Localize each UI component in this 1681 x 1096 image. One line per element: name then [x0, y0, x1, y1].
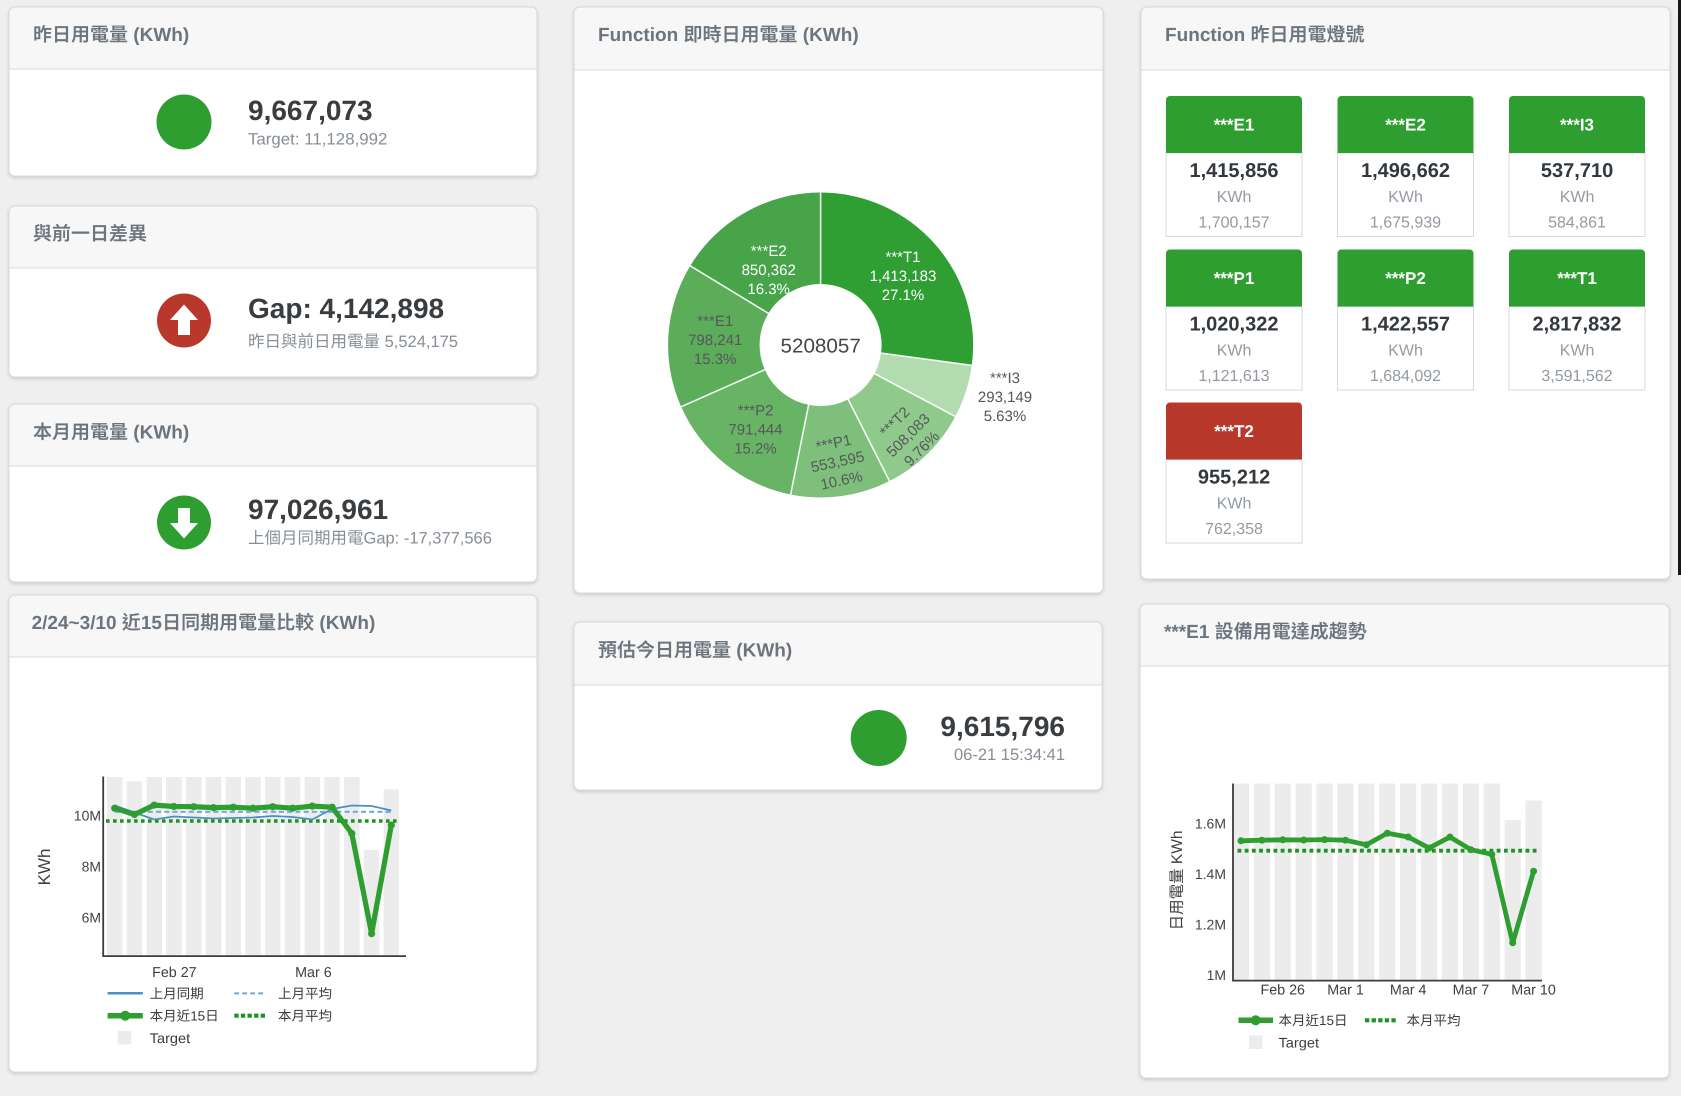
- svg-text:***I3: ***I3: [990, 370, 1020, 387]
- svg-text:791,444: 791,444: [728, 421, 782, 438]
- svg-text:Target: Target: [1279, 1034, 1320, 1050]
- svg-text:KWh: KWh: [1217, 189, 1252, 206]
- svg-text:KWh: KWh: [1217, 496, 1252, 513]
- svg-text:1.6M: 1.6M: [1195, 816, 1226, 832]
- svg-text:1,422,557: 1,422,557: [1361, 314, 1450, 336]
- svg-text:***T1: ***T1: [886, 249, 921, 266]
- svg-text:1,020,322: 1,020,322: [1190, 314, 1279, 336]
- svg-text:(KWh): (KWh): [731, 641, 792, 662]
- svg-text:(KWh): (KWh): [128, 423, 189, 444]
- svg-text:9,667,073: 9,667,073: [248, 95, 373, 126]
- svg-text:9,615,796: 9,615,796: [940, 711, 1065, 742]
- svg-text:16.3%: 16.3%: [747, 281, 790, 298]
- svg-text:(KWh): (KWh): [314, 613, 375, 634]
- svg-text:KWh: KWh: [1169, 831, 1186, 869]
- svg-text:15: 15: [190, 1009, 205, 1024]
- svg-text:15: 15: [1319, 1013, 1334, 1028]
- svg-text:5,524,175: 5,524,175: [380, 333, 458, 351]
- svg-text:1,413,183: 1,413,183: [870, 268, 937, 285]
- svg-text:584,861: 584,861: [1548, 215, 1606, 232]
- svg-text:(KWh): (KWh): [128, 25, 189, 46]
- svg-text:5.63%: 5.63%: [984, 408, 1026, 425]
- svg-text:Function: Function: [598, 25, 684, 46]
- svg-text:762,358: 762,358: [1205, 521, 1263, 538]
- svg-text:2,817,832: 2,817,832: [1533, 314, 1622, 336]
- svg-text:KWh: KWh: [1560, 189, 1595, 206]
- svg-text:***E1: ***E1: [1164, 622, 1215, 643]
- svg-text:***I3: ***I3: [1560, 116, 1594, 135]
- svg-text:Mar 1: Mar 1: [1327, 983, 1364, 999]
- svg-text:1,121,613: 1,121,613: [1198, 368, 1269, 385]
- svg-text:293,149: 293,149: [978, 389, 1032, 406]
- svg-text:Mar 7: Mar 7: [1453, 983, 1490, 999]
- svg-text:1,684,092: 1,684,092: [1370, 368, 1441, 385]
- svg-text:798,241: 798,241: [688, 332, 742, 349]
- svg-text:15: 15: [141, 613, 163, 634]
- svg-text:***E2: ***E2: [1385, 116, 1426, 135]
- svg-text:1,675,939: 1,675,939: [1370, 215, 1441, 232]
- svg-text:Target: 11,128,992: Target: 11,128,992: [248, 131, 387, 149]
- svg-text:06-21 15:34:41: 06-21 15:34:41: [954, 746, 1065, 764]
- svg-text:***E1: ***E1: [1214, 116, 1255, 135]
- svg-text:KWh: KWh: [35, 849, 54, 886]
- svg-text:8M: 8M: [82, 859, 101, 875]
- svg-text:Function: Function: [1165, 25, 1251, 46]
- svg-text:1.4M: 1.4M: [1195, 866, 1226, 882]
- svg-text:15.3%: 15.3%: [694, 351, 737, 368]
- svg-text:Feb 26: Feb 26: [1261, 983, 1306, 999]
- svg-text:955,212: 955,212: [1198, 467, 1270, 489]
- svg-text:Feb 27: Feb 27: [152, 965, 197, 981]
- svg-text:27.1%: 27.1%: [882, 287, 925, 304]
- svg-text:6M: 6M: [82, 909, 101, 925]
- svg-text:1,496,662: 1,496,662: [1361, 160, 1450, 182]
- svg-text:***P1: ***P1: [1214, 269, 1255, 288]
- svg-text:1.2M: 1.2M: [1195, 917, 1226, 933]
- svg-text:KWh: KWh: [1388, 189, 1423, 206]
- svg-text:KWh: KWh: [1217, 343, 1252, 360]
- svg-text:KWh: KWh: [1388, 343, 1423, 360]
- svg-text:2/24~3/10: 2/24~3/10: [32, 613, 122, 634]
- svg-text:Target: Target: [150, 1030, 191, 1046]
- svg-text:Gap: 4,142,898: Gap: 4,142,898: [248, 293, 444, 324]
- svg-text:1,700,157: 1,700,157: [1198, 215, 1269, 232]
- svg-text:Mar 4: Mar 4: [1390, 983, 1427, 999]
- svg-text:(KWh): (KWh): [798, 25, 859, 46]
- svg-text:850,362: 850,362: [742, 262, 796, 279]
- svg-text:Gap: -17,377,566: Gap: -17,377,566: [364, 530, 492, 548]
- svg-text:Mar 10: Mar 10: [1511, 983, 1556, 999]
- svg-text:1,415,856: 1,415,856: [1190, 160, 1279, 182]
- svg-text:15.2%: 15.2%: [734, 440, 777, 457]
- svg-text:***E2: ***E2: [751, 243, 787, 260]
- svg-text:Mar 6: Mar 6: [295, 965, 332, 981]
- svg-text:***P2: ***P2: [1385, 269, 1426, 288]
- svg-text:1M: 1M: [1207, 967, 1226, 983]
- svg-text:***T1: ***T1: [1557, 269, 1597, 288]
- svg-text:***T2: ***T2: [1214, 422, 1254, 441]
- svg-text:KWh: KWh: [1560, 343, 1595, 360]
- svg-text:3,591,562: 3,591,562: [1541, 368, 1612, 385]
- svg-text:***E1: ***E1: [697, 313, 733, 330]
- svg-text:97,026,961: 97,026,961: [248, 494, 388, 525]
- svg-text:537,710: 537,710: [1541, 160, 1613, 182]
- svg-text:5208057: 5208057: [781, 335, 861, 357]
- svg-text:10M: 10M: [74, 808, 101, 824]
- svg-text:***P2: ***P2: [738, 402, 774, 419]
